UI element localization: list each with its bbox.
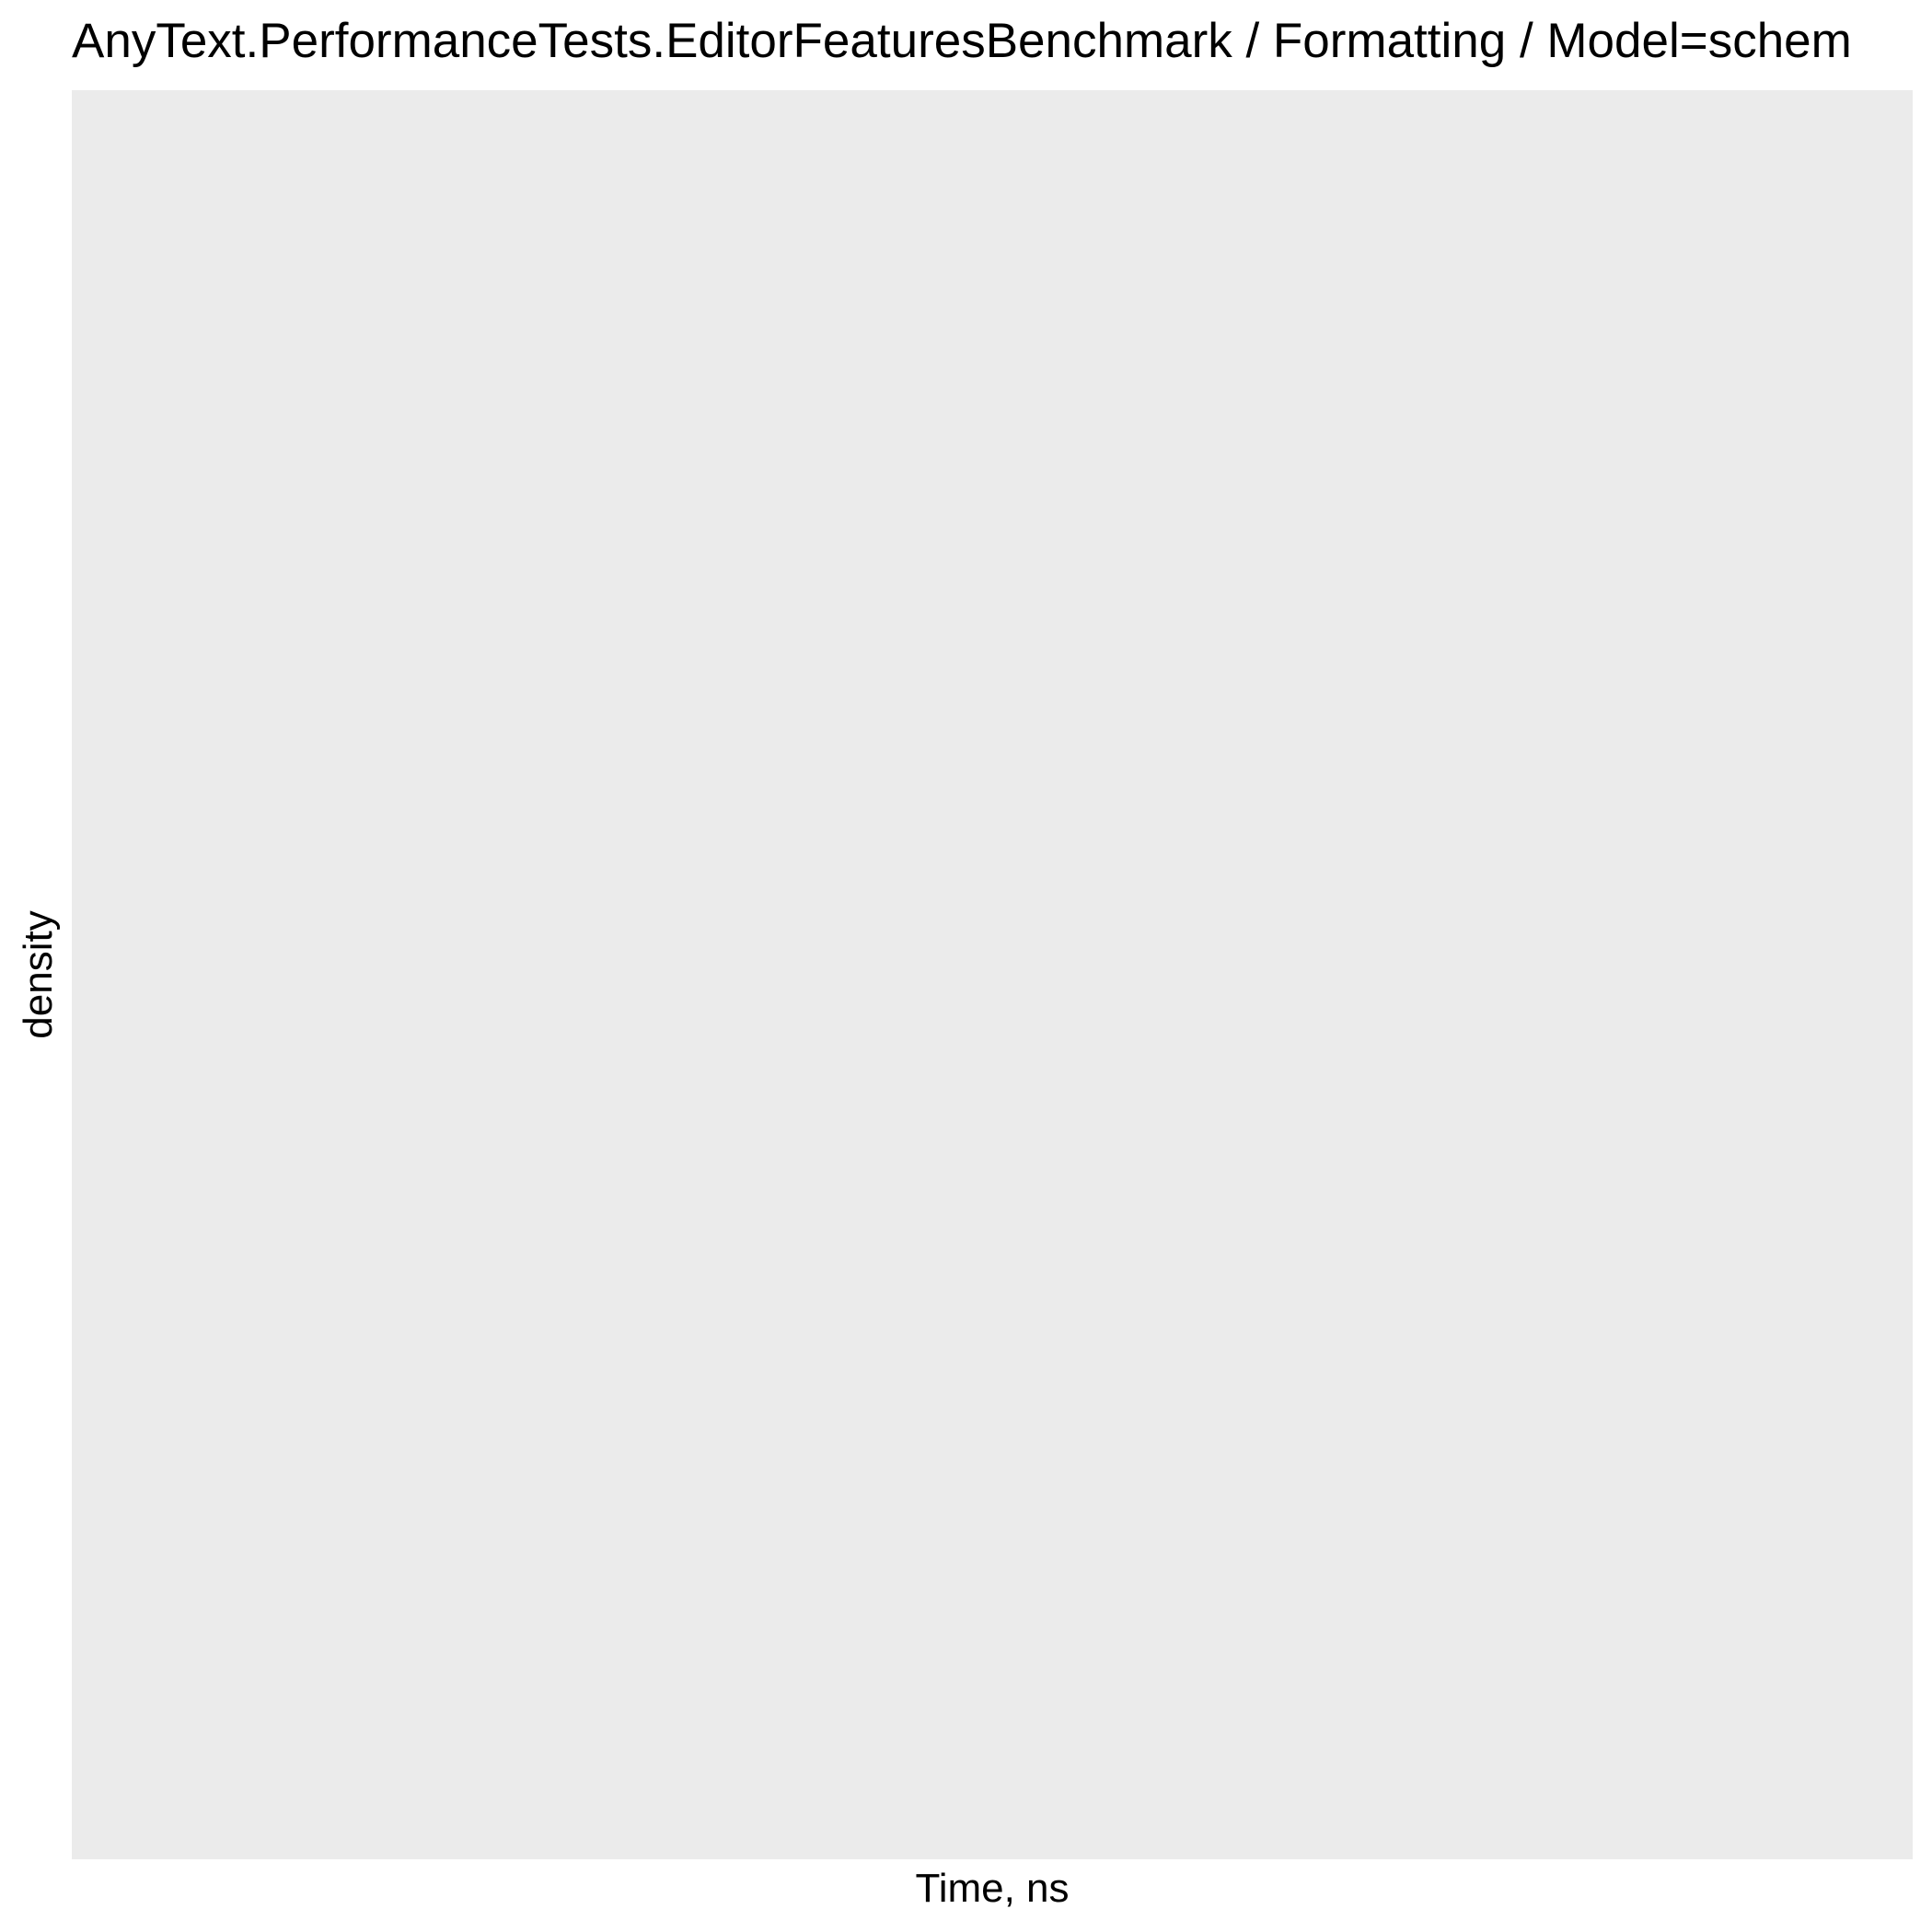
- y-axis-label: density: [16, 910, 61, 1039]
- x-axis-label: Time, ns: [915, 1866, 1070, 1911]
- plot-panel: [72, 90, 1913, 1859]
- chart-title: AnyText.PerformanceTests.EditorFeaturesB…: [72, 14, 1852, 68]
